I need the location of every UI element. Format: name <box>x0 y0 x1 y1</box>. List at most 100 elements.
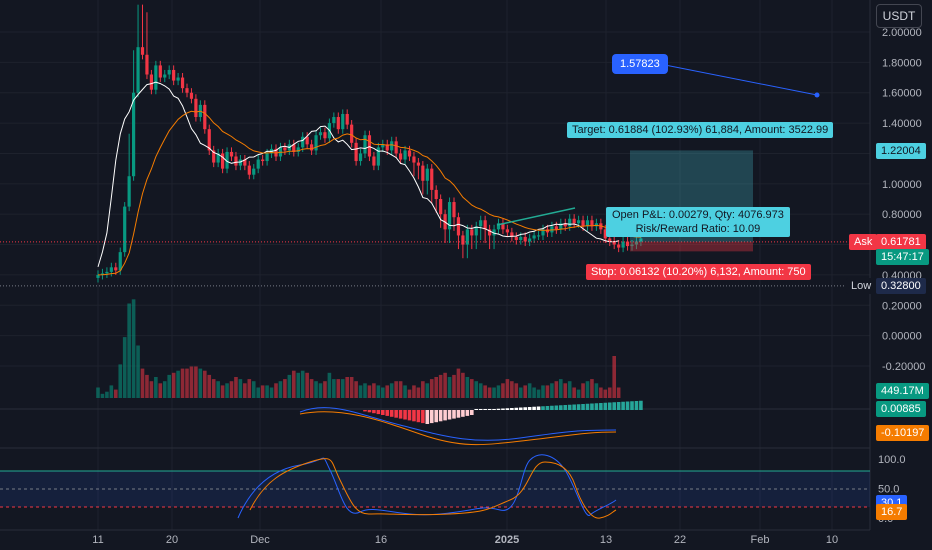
volume-bar <box>234 377 238 398</box>
trendline-price-label[interactable]: 1.57823 <box>612 54 668 74</box>
candle-body <box>585 220 590 227</box>
volume-bar <box>412 385 416 398</box>
macd-histogram-bar <box>518 407 523 410</box>
position-stop-label[interactable]: Stop: 0.06132 (10.20%) 6,132, Amount: 75… <box>586 264 811 280</box>
volume-bar <box>514 383 519 398</box>
moving-averages <box>0 81 870 287</box>
candle-body <box>630 244 634 247</box>
candle-body <box>118 252 122 271</box>
volume-bar <box>216 381 220 398</box>
position-pnl-label[interactable]: Open P&L: 0.00279, Qty: 4076.973 Risk/Re… <box>606 207 790 237</box>
price-axis[interactable]: 2.000001.800001.600001.400001.200001.000… <box>882 27 925 373</box>
volume-bar <box>323 381 327 398</box>
time-tick-label: 2025 <box>495 534 519 546</box>
time-tick-label: Dec <box>250 534 270 546</box>
time-tick-label: Feb <box>751 534 770 546</box>
volume-bar <box>563 383 568 398</box>
candle-body <box>430 168 434 190</box>
macd-histogram-bar <box>376 410 381 415</box>
volume-bar <box>158 383 163 398</box>
volume-bar <box>523 385 527 398</box>
candle-body <box>358 153 363 162</box>
candle-body <box>172 69 176 81</box>
candle-body <box>603 229 607 239</box>
stoch-tick-label: 50.0 <box>878 484 899 496</box>
volume-bar <box>532 387 536 398</box>
volume-bar <box>332 379 336 398</box>
volume-bar <box>616 387 621 398</box>
low-label: Low <box>846 278 877 294</box>
candle-body <box>207 129 211 151</box>
candle-body <box>332 117 336 124</box>
volume-bar <box>154 377 158 398</box>
volume-bar <box>194 366 198 398</box>
volume-bar <box>456 368 461 398</box>
volume-bar <box>171 372 176 398</box>
macd-histogram-bar <box>398 410 403 419</box>
volume-bar <box>372 383 376 398</box>
macd-pane <box>0 400 870 446</box>
candle-body <box>341 113 345 130</box>
volume-bar <box>541 385 545 398</box>
position-target-label[interactable]: Target: 0.61884 (102.93%) 61,884, Amount… <box>567 122 834 138</box>
macd-histogram-bar <box>483 409 487 410</box>
candle-body <box>461 235 465 245</box>
candle-body <box>180 77 185 89</box>
candle-body <box>554 226 558 230</box>
candle-body <box>541 229 545 236</box>
volume-bar <box>443 372 447 398</box>
volume-bar <box>550 383 554 398</box>
candle-body <box>470 229 474 236</box>
macd-histogram-bar <box>621 401 625 410</box>
candle-body <box>399 153 403 160</box>
price-tick-label: 0.00000 <box>882 331 922 343</box>
volume-bar <box>438 374 443 398</box>
candle-body <box>301 136 305 148</box>
candle-body <box>314 135 318 151</box>
candle-body <box>318 132 323 136</box>
volume-bar <box>465 377 470 398</box>
candle-body <box>194 98 198 118</box>
macd-histogram-bar <box>599 403 603 410</box>
candle-body <box>221 153 225 169</box>
volume-bar <box>109 385 114 398</box>
volume-bar <box>100 393 105 398</box>
candle-body <box>310 144 314 151</box>
stoch-d-label: 16.7 <box>876 504 908 520</box>
volume-bar <box>176 370 180 398</box>
macd-histogram-bar <box>492 409 496 410</box>
volume-bar <box>398 381 403 398</box>
macd-histogram-bar <box>567 404 572 410</box>
volume-bar <box>581 383 585 398</box>
candle-body <box>350 124 354 143</box>
volume-bar <box>505 379 510 398</box>
volume-bar <box>590 379 594 398</box>
volume-bar <box>278 381 283 398</box>
volume-bar <box>345 377 349 398</box>
candle-body <box>559 223 563 230</box>
candle-body <box>247 165 251 175</box>
time-tick-label: 13 <box>600 534 612 546</box>
stochastic-pane: 100.050.00.0 <box>0 447 906 525</box>
time-axis[interactable]: 11 20 Dec 16 2025 13 22 Feb 10 <box>92 534 838 546</box>
candle-body <box>163 74 167 78</box>
candle-body <box>292 144 296 152</box>
macd-histogram-bar <box>514 407 519 410</box>
volume-bar <box>167 374 171 398</box>
target-axis-label: 1.22004 <box>876 143 926 159</box>
volume-bar <box>114 389 118 398</box>
volume-bar <box>118 364 123 398</box>
candle-body <box>634 241 639 245</box>
macd-histogram-bar <box>438 410 443 422</box>
candle-body <box>496 223 501 230</box>
candle-body <box>176 77 180 81</box>
volume-bar <box>567 381 572 398</box>
macd-line <box>299 407 617 441</box>
volume-bar <box>225 383 229 398</box>
currency-button[interactable]: USDT <box>876 4 922 28</box>
candle-body <box>149 74 153 90</box>
volume-bar <box>407 389 412 398</box>
macd-histogram-bar <box>447 410 452 420</box>
macd-histogram-bar <box>559 405 563 410</box>
candle-body <box>532 235 536 239</box>
